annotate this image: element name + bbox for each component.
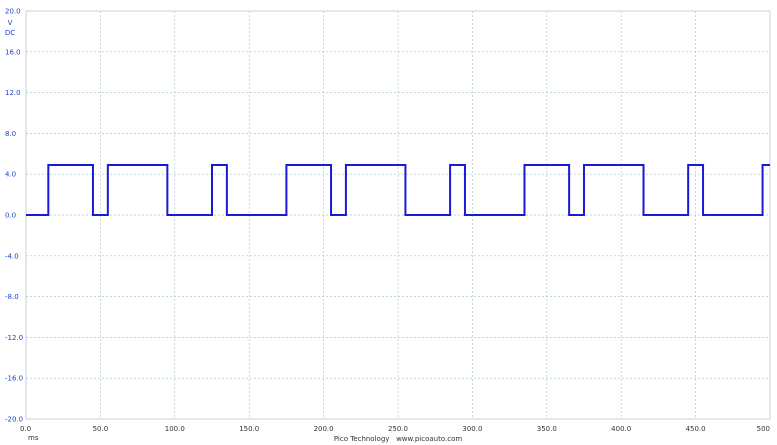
y-tick-label: 8.0 bbox=[5, 130, 16, 138]
x-tick-label: 0.0 bbox=[20, 425, 31, 433]
x-tick-label: 50.0 bbox=[93, 425, 109, 433]
y-unit-coupling: DC bbox=[5, 29, 15, 37]
x-tick-label: 500 bbox=[757, 425, 770, 433]
x-tick-label: 400.0 bbox=[611, 425, 631, 433]
y-unit-volts: V bbox=[8, 19, 13, 27]
y-tick-label: -20.0 bbox=[5, 416, 23, 424]
y-tick-label: -8.0 bbox=[5, 293, 19, 301]
x-tick-label: 150.0 bbox=[239, 425, 259, 433]
y-tick-label: 16.0 bbox=[5, 48, 21, 56]
x-tick-label: 250.0 bbox=[388, 425, 408, 433]
x-tick-label: 100.0 bbox=[165, 425, 185, 433]
y-tick-label: 4.0 bbox=[5, 171, 16, 179]
x-tick-label: 450.0 bbox=[686, 425, 706, 433]
y-tick-label: -4.0 bbox=[5, 252, 19, 260]
y-tick-label: 12.0 bbox=[5, 89, 21, 97]
y-tick-label: -12.0 bbox=[5, 334, 23, 342]
footer-credit: Pico Technology www.picoauto.com bbox=[334, 435, 463, 443]
y-tick-label: 20.0 bbox=[5, 8, 21, 16]
y-axis-ticks: 20.0 16.0 12.0 8.0 4.0 0.0 -4.0 -8.0 -12.0 -16.0 -… bbox=[5, 8, 23, 424]
voltage-trace bbox=[26, 164, 770, 216]
y-tick-label: 0.0 bbox=[5, 212, 16, 220]
x-axis-ticks: 0.0 50.0 100.0 150.0 200.0 250.0 300.0 350.0 400… bbox=[20, 425, 770, 433]
x-tick-label: 300.0 bbox=[462, 425, 482, 433]
y-tick-label: -16.0 bbox=[5, 375, 23, 383]
trace-group bbox=[26, 164, 770, 216]
x-tick-label: 200.0 bbox=[314, 425, 334, 433]
grid bbox=[26, 11, 770, 419]
x-unit-label: ms bbox=[28, 434, 39, 442]
x-tick-label: 350.0 bbox=[537, 425, 557, 433]
